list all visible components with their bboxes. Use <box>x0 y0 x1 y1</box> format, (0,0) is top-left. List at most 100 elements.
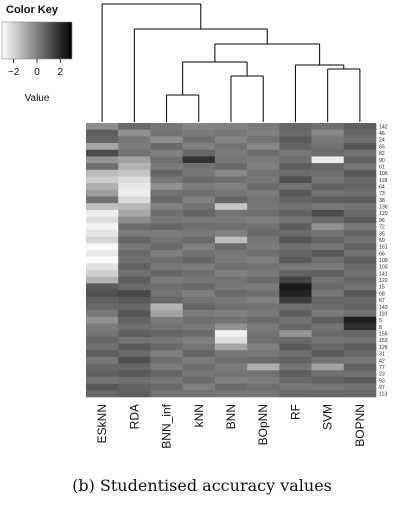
row-label: 153 <box>379 338 388 344</box>
heatmap-cell <box>118 363 151 371</box>
heatmap-cell <box>311 390 345 398</box>
heatmap-cell <box>182 316 216 324</box>
heatmap-cell <box>279 330 312 338</box>
heatmap-cell <box>118 263 151 271</box>
row-label: 23 <box>379 372 385 378</box>
heatmap-cell <box>86 216 119 224</box>
heatmap-cell <box>247 236 280 244</box>
heatmap-cell <box>86 343 119 351</box>
heatmap-cell <box>343 196 377 204</box>
row-label: 24 <box>379 138 385 144</box>
column-label: BNN <box>224 404 238 429</box>
heatmap-cell <box>311 229 345 237</box>
heatmap-cell <box>86 149 119 157</box>
heatmap-cell <box>343 276 377 284</box>
heatmap-cell <box>150 209 183 217</box>
row-label: 64 <box>379 184 385 190</box>
heatmap-cell <box>279 169 312 177</box>
heatmap-cell <box>182 336 216 344</box>
heatmap-cell <box>343 129 377 137</box>
row-label: 82 <box>379 151 385 157</box>
row-label: 110 <box>379 311 387 317</box>
heatmap-cell <box>343 383 377 391</box>
heatmap-cell <box>214 143 248 151</box>
heatmap-cell <box>247 143 280 151</box>
heatmap-cell <box>214 323 248 331</box>
heatmap-cell <box>247 136 280 144</box>
heatmap-cell <box>150 143 183 151</box>
heatmap-cell <box>279 143 312 151</box>
heatmap-cell <box>247 323 280 331</box>
heatmap-cell <box>150 229 183 237</box>
heatmap-cell <box>343 156 377 164</box>
row-label: 97 <box>379 385 385 391</box>
heatmap-cell <box>343 189 377 197</box>
heatmap-cell <box>86 156 119 164</box>
heatmap-cell <box>279 270 312 277</box>
row-label: 106 <box>379 171 388 177</box>
row-label: 126 <box>379 345 388 351</box>
heatmap-cell <box>279 123 312 130</box>
heatmap-cell <box>214 376 248 384</box>
heatmap-cell <box>247 156 280 164</box>
heatmap-cell <box>311 270 345 277</box>
heatmap-cell <box>118 270 151 277</box>
heatmap-cell <box>214 343 248 351</box>
heatmap-cell <box>279 290 312 298</box>
heatmap-cell <box>247 383 280 391</box>
heatmap-cell <box>311 149 345 157</box>
heatmap-cell <box>118 390 151 398</box>
heatmap-cell <box>343 343 377 351</box>
heatmap-cell <box>86 143 119 151</box>
heatmap-cell <box>214 176 248 184</box>
heatmap-cell <box>343 390 377 398</box>
heatmap-cell <box>182 276 216 284</box>
heatmap-cell <box>118 383 151 391</box>
heatmap-cell <box>214 350 248 358</box>
heatmap-cell <box>182 236 216 244</box>
heatmap-cell <box>247 390 280 398</box>
heatmap-cell <box>150 323 183 331</box>
heatmap-cell <box>247 176 280 184</box>
heatmap-cell <box>343 363 377 371</box>
heatmap-cell <box>247 183 280 191</box>
heatmap-cell <box>150 363 183 371</box>
heatmap-cell <box>214 249 248 257</box>
heatmap-cell <box>343 149 377 157</box>
heatmap-cell <box>118 376 151 384</box>
heatmap-cell <box>86 296 119 304</box>
heatmap-cell <box>279 303 312 311</box>
heatmap-cell <box>86 223 119 231</box>
heatmap-cell <box>150 149 183 157</box>
heatmap-cell <box>311 136 345 144</box>
heatmap-cell <box>86 350 119 358</box>
heatmap-cell <box>214 283 248 291</box>
heatmap-cell <box>247 256 280 264</box>
heatmap-cell <box>311 336 345 344</box>
heatmap-cell <box>343 203 377 211</box>
heatmap-cell <box>150 256 183 264</box>
heatmap-cell <box>247 216 280 224</box>
column-label: ESkNN <box>95 404 109 443</box>
heatmap-cell <box>86 249 119 257</box>
heatmap-cell <box>182 176 216 184</box>
row-label: 15 <box>379 285 385 291</box>
heatmap-cell <box>118 343 151 351</box>
heatmap-cell <box>343 376 377 384</box>
row-labels: 1424624658290611061186473381361209672356… <box>379 124 388 397</box>
heatmap-cell <box>247 290 280 298</box>
heatmap-cell <box>247 303 280 311</box>
row-label: 65 <box>379 144 385 150</box>
heatmap-cell <box>182 356 216 364</box>
heatmap-cell <box>86 376 119 384</box>
heatmap-cell <box>182 290 216 298</box>
heatmap-cell <box>182 136 216 144</box>
heatmap-cell <box>343 236 377 244</box>
heatmap-cell <box>118 276 151 284</box>
heatmap-cell <box>118 336 151 344</box>
heatmap-cell <box>86 203 119 211</box>
heatmap-cell <box>311 323 345 331</box>
heatmap-cell <box>86 229 119 237</box>
heatmap-cell <box>311 303 345 311</box>
